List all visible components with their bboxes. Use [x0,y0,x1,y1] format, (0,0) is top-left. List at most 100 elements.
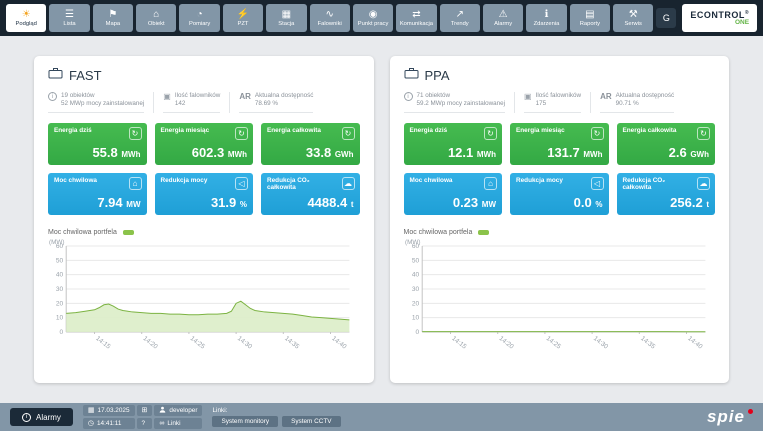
bolt-icon: ⚡ [236,8,250,20]
tile-energia-dzis[interactable]: Energia dziś ↻ 12.1 MWh [403,123,502,165]
portfolio-power-chart: (MW) 0 10 20 30 40 50 60 14:15 14:20 14:25 14:30 14:… [48,238,360,360]
inverters-info: ▣ Ilość falowników 175 [524,92,582,113]
portfolio-panel-fast: FAST i 19 obiektów 52 MWp mocy zainstalo… [34,56,374,383]
antenna-icon: ⇄ [412,8,421,20]
brand-text: ECONTROL® [690,10,750,20]
tile-redukcja-mocy[interactable]: Redukcja mocy ◁ 31.9 % [154,173,253,215]
toolbar-item-punkt-pracy[interactable]: ◉ Punkt pracy [352,4,394,32]
panel-title: PPA [424,67,450,83]
toolbar-item-label: Mapa [105,20,121,27]
link-system-monitory[interactable]: System monitory [212,416,279,427]
tile-moc-chwilowa[interactable]: Moc chwilowa ⌂ 0.23 MW [403,173,502,215]
inverters-value: 175 [535,100,547,107]
toolbar-item-trendy[interactable]: ↗ Trendy [439,4,480,32]
toolbar-item-komunikacja[interactable]: ⇄ Komunikacja [396,4,437,32]
toolbar-item-label: PZT [237,20,249,27]
brand-one-text: ONE [734,19,750,26]
power-chart-block: Moc chwilowa portfela (MW) 0 10 20 30 40 50 60 1… [404,229,716,360]
date-field[interactable]: ▦ 17.03.2025 [82,405,135,416]
help-button[interactable]: ? [136,418,153,429]
toolbar-item-label: Falowniki [317,20,342,27]
power-chart-block: Moc chwilowa portfela (MW) 0 10 20 30 40 50 60 1… [48,229,360,360]
svg-text:50: 50 [56,257,64,264]
alarms-button[interactable]: i Alarmy [10,408,73,426]
events-icon: ℹ [544,8,549,20]
toolbar-item-falowniki[interactable]: ∿ Falowniki [309,4,350,32]
g-button[interactable]: G [656,8,677,28]
toolbar-item-podglad[interactable]: ☀ Podgląd [6,4,47,32]
toolbar-item-label: Raporty [579,20,600,27]
tile-energia-calkowita[interactable]: Energia całkowita ↻ 33.8 GWh [261,123,360,165]
grid-icon: ⊞ [141,407,148,414]
tile-redukcja-mocy[interactable]: Redukcja mocy ◁ 0.0 % [510,173,609,215]
portfolio-icon [48,66,63,84]
link-system-cctv[interactable]: System CCTV [282,416,341,427]
toolbar-item-label: Alarmy [494,20,513,27]
svg-text:(MW): (MW) [49,239,65,246]
map-icon: ⚑ [108,8,118,20]
factory-icon: ⌂ [484,177,497,190]
user-field[interactable]: developer [154,405,203,416]
links-label: Linki: [212,407,228,414]
svg-text:14:40: 14:40 [330,335,348,351]
svg-text:30: 30 [411,286,419,293]
toolbar-item-label: Trendy [450,20,469,27]
toolbar-item-label: Serwis [624,20,642,27]
svg-text:14:35: 14:35 [639,335,657,351]
portfolio-icon [404,66,419,84]
clock-icon: ◷ [87,420,94,427]
inverter-icon: ∿ [325,8,334,20]
toolbar-item-mapa[interactable]: ⚑ Mapa [92,4,134,32]
co2-cloud-icon: ☁ [697,177,710,190]
toolbar-item-alarmy[interactable]: ⚠ Alarmy [482,4,524,32]
toolbar-item-lista[interactable]: ☰ Lista [49,4,90,32]
availability-info: AR Aktualna dostępność 90.71 % [600,92,675,113]
svg-text:14:20: 14:20 [141,335,159,351]
toolbar-item-pzt[interactable]: ⚡ PZT [222,4,264,32]
objects-count: 71 obiektów [416,92,451,99]
inverters-label: Ilość falowników [535,92,582,99]
calendar-icon: ▦ [87,407,95,414]
linki-button[interactable]: ∞ Linki [154,418,203,429]
toolbar-item-label: Zdarzenia [533,20,560,27]
service-icon: ⚒ [628,8,638,20]
svg-text:14:40: 14:40 [686,335,704,351]
tile-redukcja-co2[interactable]: Redukcja CO₂ całkowita ☁ 256.2 t [616,173,715,215]
objects-info: i 71 obiektów 59.2 MWp mocy zainstalowan… [403,92,506,113]
tile-energia-miesiac[interactable]: Energia miesiąc ↻ 131.7 MWh [510,123,609,165]
svg-text:20: 20 [56,300,64,307]
toolbar-item-obiekt[interactable]: ⌂ Obiekt [136,4,177,32]
toolbar-item-raporty[interactable]: ▤ Raporty [569,4,611,32]
svg-text:14:20: 14:20 [497,335,515,351]
svg-text:60: 60 [411,243,419,250]
toolbar-item-label: Komunikacja [399,20,434,27]
toolbar-item-label: Punkt pracy [357,20,389,27]
topbar: ☀ Podgląd ☰ Lista ⚑ Mapa ⌂ Obiekt ◔ Pomi… [0,0,763,36]
sync-icon: ↻ [484,127,497,140]
toolbar-item-zdarzenia[interactable]: ℹ Zdarzenia [526,4,567,32]
status-bar: i Alarmy ▦ 17.03.2025 ⊞ developer ◷ 14:4… [0,403,763,431]
legend-swatch [478,230,490,235]
tile-redukcja-co2[interactable]: Redukcja CO₂ całkowita ☁ 4488.4 t [261,173,360,215]
svg-text:14:15: 14:15 [94,335,112,351]
time-field[interactable]: ◷ 14:41:11 [82,418,135,429]
toolbar-item-serwis[interactable]: ⚒ Serwis [613,4,654,32]
installed-power: 52 MWp mocy zainstalowanej [61,100,145,107]
alarm-icon: ⚠ [498,8,508,20]
toolbar-item-label: Lista [63,20,76,27]
info-circle-icon: i [403,92,413,101]
tile-energia-miesiac[interactable]: Energia miesiąc ↻ 602.3 MWh [154,123,253,165]
toolbar-item-label: Stacja [278,20,295,27]
svg-text:10: 10 [56,315,64,322]
trend-icon: ↗ [455,8,464,20]
info-circle-icon: i [48,92,57,101]
tile-energia-dzis[interactable]: Energia dziś ↻ 55.8 MWh [48,123,147,165]
panel-title: FAST [69,67,102,83]
toolbar-item-stacja[interactable]: ▦ Stacja [266,4,307,32]
tile-moc-chwilowa[interactable]: Moc chwilowa ⌂ 7.94 MW [48,173,147,215]
tile-energia-calkowita[interactable]: Energia całkowita ↻ 2.6 GWh [616,123,715,165]
spie-logo: spie [707,407,753,427]
apps-button[interactable]: ⊞ [136,405,153,416]
toolbar-item-pomiary[interactable]: ◔ Pomiary [179,4,220,32]
svg-text:14:15: 14:15 [450,335,468,351]
